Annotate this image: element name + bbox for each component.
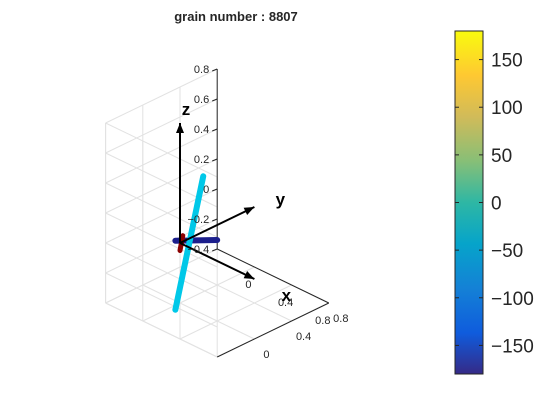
y-axis-line [216,302,330,358]
x-reference-axis-head [243,271,255,279]
x-tick-label: 0 [245,279,251,291]
x-tick-label: 0.8 [315,315,330,327]
gridline [142,284,255,340]
x-tick-label: 0.4 [278,297,293,309]
plot-series [172,123,255,313]
gridline [179,266,292,322]
z-tick-mark [212,128,218,132]
axis-ticks: 0.8 0.6 0.4 0.2 0 −0.2 −0.4 0 0.4 0.8 0 0.4 0.8 [187,64,348,361]
colorbar-tick-label: −100 [491,289,534,310]
gridline [105,182,218,238]
z-tick-label: 0 [203,184,209,196]
z-tick-mark [212,248,218,252]
colorbar-tick-label: 0 [491,194,502,215]
colorbar-tick-label: 100 [491,98,523,119]
series-line-2 [172,173,207,313]
z-reference-axis-head [176,123,184,133]
gridline [105,98,218,154]
z-tick-mark [212,218,218,222]
x-reference-axis [179,242,255,280]
z-tick-mark [212,98,218,102]
plot-box [216,69,330,358]
z-tick-label: −0.4 [187,244,209,256]
x-axis-label: x [282,286,292,305]
z-tick-mark [212,68,218,72]
z-tick-label: 0.6 [194,94,209,106]
gridline [105,128,218,184]
gridline [105,242,218,298]
z-tick-label: 0.2 [194,154,209,166]
colorbar: 150 100 50 0 −50 −100 −150 [454,30,534,375]
colorbar-tick-label: −150 [491,336,534,357]
colorbar-tick-label: 50 [491,146,512,167]
gridline [105,272,218,328]
colorbar-tick-label: −50 [491,241,523,262]
z-axis-label: z [182,100,191,119]
gridline [105,122,218,178]
chart-title: grain number : 8807 [174,9,298,24]
gridline [179,284,292,340]
y-tick-label: 0 [263,349,269,361]
gridline [105,302,218,358]
gridline [142,266,255,322]
z-tick-mark [212,188,218,192]
z-tick-label: −0.2 [187,214,209,226]
colorbar-gradient [454,30,484,375]
z-tick-label: 0.4 [194,124,209,136]
y-tick-label: 0.4 [296,331,311,343]
y-reference-axis [179,206,255,244]
gridline [105,248,218,304]
axis-labels: x y z [182,100,292,305]
gridline [105,68,218,124]
y-reference-axis-head [243,207,255,215]
x-axis-line [216,248,330,304]
y-tick-label: 0.8 [333,313,348,325]
z-tick-label: 0.8 [194,64,209,76]
colorbar-tick-label: 150 [491,51,523,72]
z-tick-mark [212,158,218,162]
colorbar-ticks: 150 100 50 0 −50 −100 −150 [455,51,534,357]
y-axis-label: y [276,190,286,209]
